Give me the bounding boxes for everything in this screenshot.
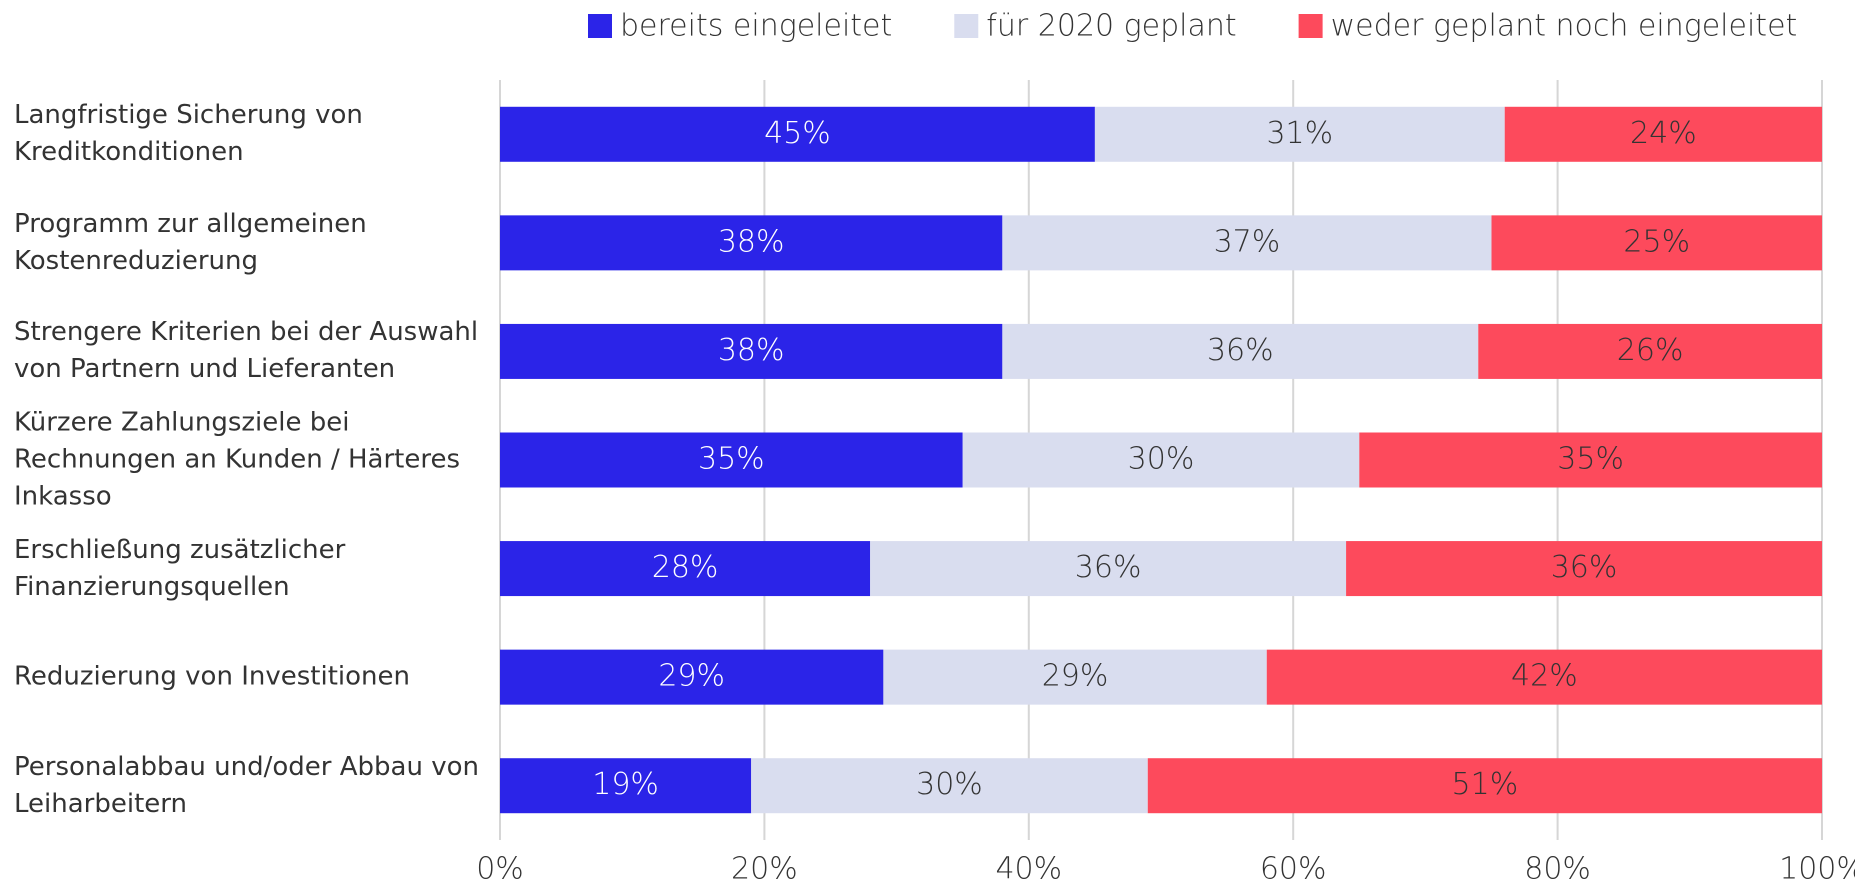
data-label: 35%: [698, 442, 765, 477]
bar-segment: [1504, 106, 1822, 162]
bar-segment: [500, 432, 963, 488]
legend-label: für 2020 geplant: [986, 9, 1236, 44]
data-label: 29%: [658, 659, 725, 694]
data-label: 28%: [652, 550, 719, 585]
data-label: 38%: [718, 333, 785, 368]
bar-segment: [500, 649, 884, 705]
bar-segment: [1478, 323, 1822, 379]
data-label: 36%: [1075, 550, 1142, 585]
data-label: 45%: [764, 116, 831, 151]
data-label: 29%: [1042, 659, 1109, 694]
data-label: 25%: [1623, 224, 1690, 259]
data-label: 38%: [718, 224, 785, 259]
legend-label: weder geplant noch eingeleitet: [1331, 9, 1798, 44]
x-tick-label: 0%: [476, 852, 524, 887]
bar-segment: [870, 541, 1347, 597]
bar-segment: [1359, 432, 1822, 488]
bar-segment: [1491, 215, 1822, 271]
data-label: 31%: [1266, 116, 1333, 151]
y-tick-label: Kürzere Zahlungsziele bei Rechnungen an …: [14, 407, 461, 512]
bar-segment: [751, 758, 1148, 814]
legend-swatch: [588, 14, 612, 38]
legend-swatch: [1298, 14, 1323, 38]
data-label: 37%: [1214, 224, 1281, 259]
data-label: 36%: [1207, 333, 1274, 368]
bar-segment: [1147, 758, 1822, 814]
y-tick-label: Strengere Kriterien bei der Auswahl von …: [14, 317, 479, 385]
data-label: 26%: [1617, 333, 1684, 368]
bar-segment: [500, 758, 752, 814]
x-tick-label: 40%: [995, 852, 1062, 887]
data-label: 51%: [1452, 767, 1519, 802]
bar-segment: [1346, 541, 1822, 597]
bar-segment: [1094, 106, 1505, 162]
data-label: 19%: [592, 767, 659, 802]
y-tick-label: Langfristige Sicherung von Kreditkonditi…: [14, 100, 363, 168]
bar-segment: [1002, 215, 1492, 271]
bar-segment: [1266, 649, 1822, 705]
x-tick-label: 80%: [1524, 852, 1591, 887]
x-tick-label: 100%: [1779, 852, 1855, 887]
legend-swatch: [954, 14, 979, 38]
bar-segment: [1002, 323, 1479, 379]
bar-segment: [500, 541, 871, 597]
data-label: 24%: [1630, 116, 1697, 151]
legend-label: bereits eingeleitet: [620, 9, 892, 44]
y-tick-label: Erschließung zusätzlicher Finanzierungsq…: [14, 534, 346, 602]
bar-segment: [500, 106, 1095, 162]
x-tick-label: 60%: [1260, 852, 1327, 887]
bar-segment: [500, 215, 1003, 271]
data-label: 42%: [1511, 659, 1578, 694]
y-tick-label: Personalabbau und/oder Abbau von Leiharb…: [14, 751, 479, 819]
bar-segment: [500, 323, 1003, 379]
bar-segment: [883, 649, 1267, 705]
data-label: 30%: [916, 767, 983, 802]
x-tick-label: 20%: [731, 852, 798, 887]
data-label: 30%: [1128, 442, 1195, 477]
y-tick-label: Reduzierung von Investitionen: [14, 661, 410, 692]
data-label: 36%: [1551, 550, 1618, 585]
y-tick-label: Programm zur allgemeinen Kostenreduzieru…: [14, 208, 367, 276]
data-label: 35%: [1557, 442, 1624, 477]
bar-segment: [962, 432, 1360, 488]
